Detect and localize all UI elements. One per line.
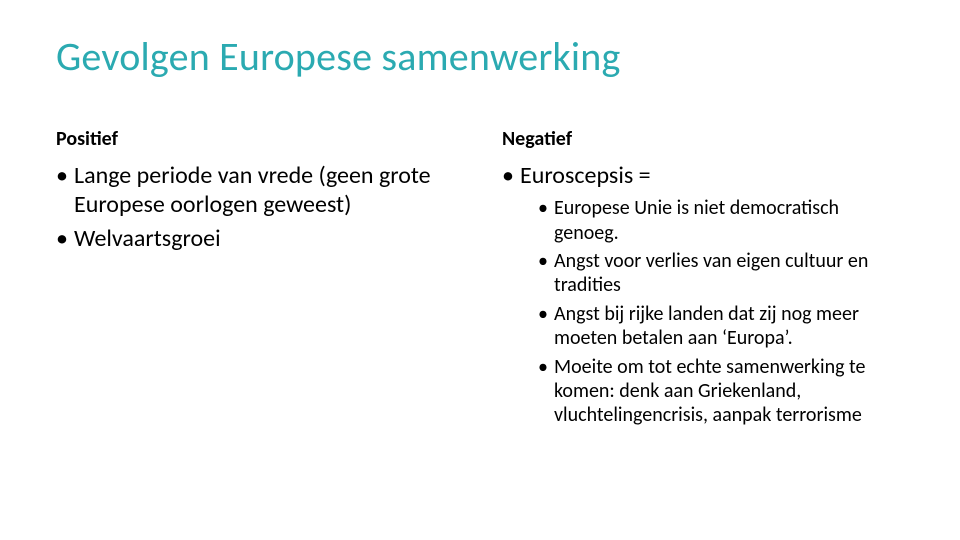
negative-list: Euroscepsis = Europese Unie is niet demo… bbox=[502, 161, 904, 428]
list-item-text: Europese Unie is niet democratisch genoe… bbox=[554, 196, 839, 244]
column-negative: Negatief Euroscepsis = Europese Unie is … bbox=[502, 127, 904, 432]
euroscepsis-sublist: Europese Unie is niet democratisch genoe… bbox=[520, 196, 904, 428]
list-item-text: Lange periode van vrede (geen grote Euro… bbox=[74, 161, 431, 219]
column-positive: Positief Lange periode van vrede (geen g… bbox=[56, 127, 458, 432]
list-item: Angst voor verlies van eigen cultuur en … bbox=[538, 249, 904, 298]
list-item: Moeite om tot echte samenwerking te kome… bbox=[538, 355, 904, 428]
list-item: Welvaartsgroei bbox=[56, 224, 458, 253]
positive-list: Lange periode van vrede (geen grote Euro… bbox=[56, 161, 458, 253]
list-item-text: Euroscepsis = bbox=[520, 161, 651, 190]
list-item: Europese Unie is niet democratisch genoe… bbox=[538, 196, 904, 245]
slide-title: Gevolgen Europese samenwerking bbox=[56, 32, 904, 81]
slide: Gevolgen Europese samenwerking Positief … bbox=[0, 0, 960, 540]
list-item-text: Moeite om tot echte samenwerking te kome… bbox=[554, 355, 865, 428]
list-item-text: Welvaartsgroei bbox=[74, 224, 221, 253]
list-item: Angst bij rijke landen dat zij nog meer … bbox=[538, 302, 904, 351]
list-item: Lange periode van vrede (geen grote Euro… bbox=[56, 161, 458, 220]
two-column-layout: Positief Lange periode van vrede (geen g… bbox=[56, 127, 904, 432]
list-item-text: Angst voor verlies van eigen cultuur en … bbox=[554, 249, 868, 297]
list-item: Euroscepsis = Europese Unie is niet demo… bbox=[502, 161, 904, 428]
list-item-text: Angst bij rijke landen dat zij nog meer … bbox=[554, 302, 859, 350]
column-heading-negative: Negatief bbox=[502, 127, 904, 151]
column-heading-positive: Positief bbox=[56, 127, 458, 151]
